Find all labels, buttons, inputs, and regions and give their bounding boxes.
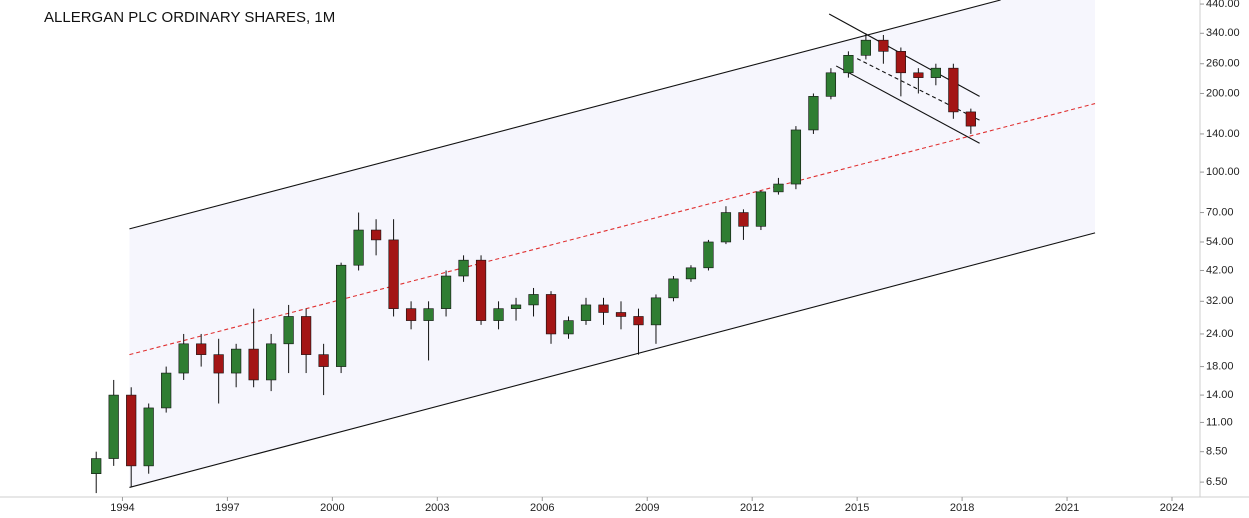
candle-body bbox=[161, 372, 172, 409]
candle-body bbox=[720, 212, 732, 243]
candle-body bbox=[528, 294, 539, 306]
x-tick-label: 1997 bbox=[215, 502, 239, 514]
candle-body bbox=[440, 275, 452, 309]
x-tick-label: 2000 bbox=[320, 502, 344, 514]
candle-body bbox=[388, 239, 399, 309]
candle-body bbox=[843, 55, 854, 74]
x-tick-label: 2012 bbox=[740, 502, 764, 514]
candle-body bbox=[685, 267, 697, 280]
candle-body bbox=[738, 212, 749, 227]
y-tick-label: 42.00 bbox=[1206, 264, 1234, 276]
candle-body bbox=[231, 348, 242, 374]
candle-body bbox=[353, 229, 364, 266]
candle-body bbox=[633, 316, 644, 326]
candle-body bbox=[318, 354, 329, 367]
y-tick-label: 260.00 bbox=[1206, 58, 1240, 70]
candle-body bbox=[895, 51, 906, 74]
y-tick-label: 11.00 bbox=[1206, 416, 1233, 428]
candle-body bbox=[668, 278, 679, 299]
y-tick-label: 24.00 bbox=[1206, 328, 1234, 340]
candle-body bbox=[860, 39, 871, 56]
candle-body bbox=[703, 241, 714, 269]
candle-body bbox=[458, 259, 469, 277]
trend-line bbox=[835, 65, 980, 144]
candle-body bbox=[196, 343, 207, 355]
candle-body bbox=[423, 308, 434, 321]
x-tick-label: 2021 bbox=[1055, 502, 1079, 514]
candle-body bbox=[773, 183, 784, 193]
x-tick-label: 2009 bbox=[635, 502, 659, 514]
x-tick-label: 2024 bbox=[1160, 502, 1184, 514]
candle-body bbox=[930, 67, 941, 78]
candle-body bbox=[248, 348, 259, 381]
candle-body bbox=[615, 312, 627, 317]
candle-body bbox=[580, 304, 592, 321]
x-tick-label: 2006 bbox=[530, 502, 554, 514]
candle-body bbox=[563, 320, 574, 335]
y-tick-label: 70.00 bbox=[1206, 206, 1234, 218]
candle-body bbox=[790, 129, 802, 185]
candle-body bbox=[126, 394, 137, 467]
candle-body bbox=[108, 394, 119, 459]
y-tick-label: 340.00 bbox=[1206, 27, 1240, 39]
candle-body bbox=[370, 229, 382, 241]
candle-body bbox=[143, 407, 154, 467]
candle-body bbox=[283, 316, 294, 345]
candle-body bbox=[178, 343, 189, 374]
candle-body bbox=[475, 259, 487, 321]
y-tick-label: 8.50 bbox=[1206, 446, 1227, 458]
y-tick-label: 14.00 bbox=[1206, 389, 1234, 401]
y-tick-label: 140.00 bbox=[1206, 128, 1240, 140]
candle-body bbox=[650, 297, 662, 326]
candle-body bbox=[493, 308, 504, 321]
x-tick-label: 2003 bbox=[425, 502, 449, 514]
candle-body bbox=[91, 458, 102, 474]
candle-body bbox=[825, 72, 837, 97]
candle-body bbox=[913, 72, 924, 78]
y-tick-label: 32.00 bbox=[1206, 295, 1234, 307]
plot-area bbox=[91, 0, 1096, 494]
y-tick-label: 6.50 bbox=[1206, 476, 1227, 488]
candle-body bbox=[213, 354, 224, 374]
y-tick-label: 54.00 bbox=[1206, 236, 1234, 248]
x-tick-label: 2015 bbox=[845, 502, 869, 514]
candle-body bbox=[266, 343, 277, 381]
trend-line bbox=[129, 103, 1096, 356]
candle-body bbox=[510, 304, 522, 309]
x-tick-label: 2018 bbox=[950, 502, 974, 514]
candle-body bbox=[755, 191, 767, 227]
channel-fill bbox=[129, 0, 1096, 488]
trend-line bbox=[856, 58, 980, 121]
y-tick-label: 100.00 bbox=[1206, 166, 1240, 178]
trend-line bbox=[129, 0, 1001, 230]
candle-body bbox=[335, 264, 347, 367]
x-tick-label: 1994 bbox=[110, 502, 134, 514]
y-tick-label: 18.00 bbox=[1206, 360, 1234, 372]
candle-body bbox=[545, 294, 557, 335]
candle-body bbox=[301, 316, 312, 355]
y-tick-label: 440.00 bbox=[1206, 0, 1240, 10]
candle-body bbox=[808, 96, 819, 131]
candle-body bbox=[598, 304, 609, 313]
candle-body bbox=[878, 39, 889, 52]
chart-title: ALLERGAN PLC ORDINARY SHARES, 1M bbox=[44, 9, 335, 26]
candle-body bbox=[948, 67, 959, 113]
candle-body bbox=[405, 308, 417, 321]
trend-line bbox=[129, 232, 1096, 488]
candle-body bbox=[965, 111, 976, 127]
y-tick-label: 200.00 bbox=[1206, 87, 1240, 99]
